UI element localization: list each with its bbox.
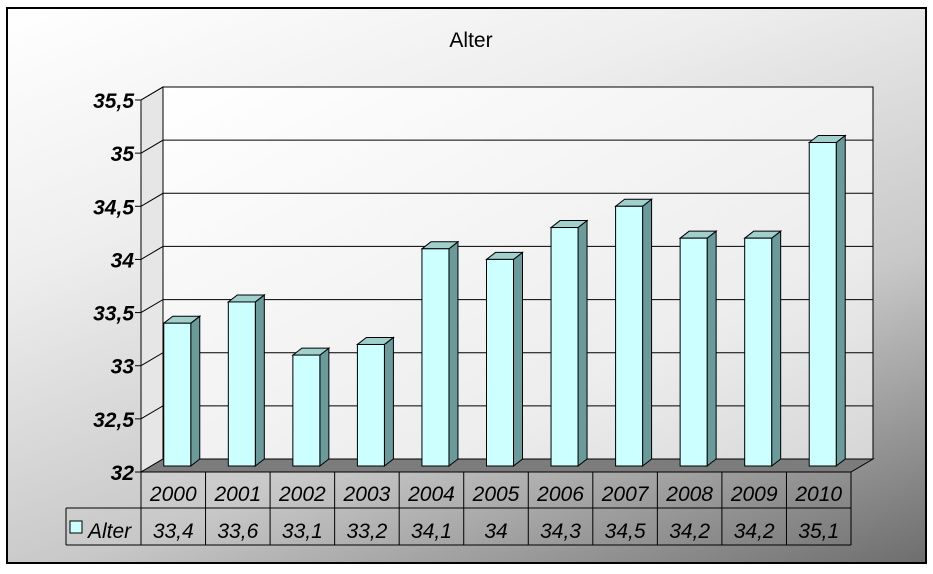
bar-front [292, 354, 321, 467]
data-label: 33,1 [282, 520, 323, 543]
y-tick-label: 33,5 [93, 303, 134, 326]
bar-side [319, 347, 330, 468]
x-tick-label: 2000 [149, 483, 197, 506]
data-label: 34,3 [540, 520, 581, 543]
bar-side [190, 315, 201, 468]
gridline [140, 86, 873, 101]
legend-swatch [69, 520, 83, 534]
bar [162, 315, 202, 468]
y-tick-label: 32 [111, 462, 135, 485]
bar-side [706, 230, 717, 468]
x-tick-label: 2007 [601, 483, 650, 506]
bars [162, 134, 847, 468]
bar-front [421, 248, 450, 467]
y-tick-label: 34,5 [93, 196, 134, 219]
x-tick-label: 2008 [665, 483, 713, 506]
x-tick-label: 2006 [536, 483, 584, 506]
y-tick-label: 34 [111, 249, 135, 272]
data-label: 34,1 [411, 520, 452, 543]
x-tick-label: 2010 [794, 483, 842, 506]
bar [420, 240, 460, 468]
bar-side [835, 134, 846, 468]
bar [743, 230, 783, 468]
x-tick-label: 2005 [472, 483, 520, 506]
gridline [140, 192, 873, 207]
y-tick-label: 35 [111, 143, 135, 166]
bar [291, 347, 331, 468]
side-wall [140, 86, 164, 473]
y-tick-label: 33 [111, 356, 135, 379]
bar-side [383, 336, 394, 468]
data-label: 34,2 [669, 520, 710, 543]
data-label: 35,1 [798, 520, 839, 543]
data-label: 33,4 [153, 520, 194, 543]
bar-front [679, 237, 708, 467]
bar [355, 336, 395, 468]
y-axis: 32 32,5 33 33,5 34 34,5 35 35,5 [93, 90, 142, 485]
data-label: 34,5 [605, 520, 646, 543]
bar-front [615, 205, 644, 467]
bar-front [744, 237, 773, 467]
data-label: 34 [484, 520, 507, 543]
bar [549, 219, 589, 468]
bar [807, 134, 847, 468]
bar-front [808, 142, 837, 467]
data-label: 33,6 [217, 520, 258, 543]
data-label: 33,2 [346, 520, 387, 543]
x-tick-label: 2004 [407, 483, 455, 506]
bar [226, 293, 266, 468]
legend-label: Alter [86, 520, 132, 543]
x-tick-label: 2001 [213, 483, 261, 506]
bar-front [486, 258, 514, 467]
x-tick-label: 2009 [730, 483, 778, 506]
y-tick-label: 35,5 [93, 90, 134, 113]
bar-side [513, 251, 523, 468]
bar-side [577, 219, 588, 468]
bar-front [356, 343, 385, 467]
bar-side [771, 230, 782, 468]
x-tick-label: 2003 [343, 483, 391, 506]
bar-front [227, 301, 256, 467]
data-table: 2000 33,4 2001 33,6 2002 33,1 2003 33,2 2004 34,1… [65, 471, 852, 546]
gridline [140, 139, 873, 154]
bar-front [550, 227, 579, 467]
bar [614, 198, 654, 468]
chart-title: Alter [449, 29, 492, 52]
data-label: 34,2 [734, 520, 775, 543]
bar [485, 251, 524, 468]
x-tick-label: 2002 [278, 483, 326, 506]
bar-side [642, 198, 653, 468]
bar-front [163, 322, 192, 467]
y-tick-label: 32,5 [93, 409, 134, 432]
bar [678, 230, 718, 468]
bar-side [448, 240, 459, 468]
bar-side [254, 293, 265, 468]
